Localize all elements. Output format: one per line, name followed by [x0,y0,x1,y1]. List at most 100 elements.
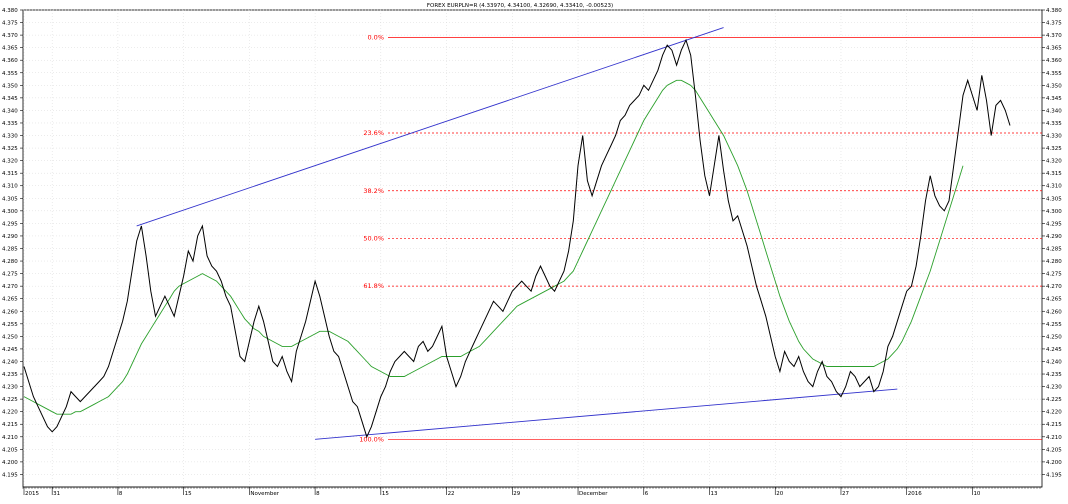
y-tick-label-right-10: 4.245 [1046,347,1062,353]
y-tick-label-right-29: 4.340 [1046,108,1062,114]
y-tick-label-right-16: 4.275 [1046,272,1062,278]
x-tick-label-6: 15 [382,491,389,497]
y-tick-label-right-4: 4.215 [1046,422,1062,428]
y-tick-label-left-21: 4.300 [2,209,18,215]
y-tick-label-right-27: 4.330 [1046,134,1062,140]
y-tick-label-right-12: 4.255 [1046,322,1062,328]
x-tick-label-4: November [250,491,279,497]
y-tick-label-right-20: 4.295 [1046,221,1062,227]
y-tick-label-right-14: 4.265 [1046,297,1062,303]
x-tick-label-11: 13 [711,491,718,497]
y-tick-label-left-4: 4.215 [2,422,18,428]
y-tick-label-left-14: 4.265 [2,297,18,303]
y-tick-label-left-26: 4.325 [2,146,18,152]
y-tick-label-left-1: 4.200 [2,460,18,466]
y-tick-label-left-27: 4.330 [2,134,18,140]
x-tick-label-10: 6 [645,491,649,497]
x-tick-label-0: 2015 [25,491,39,497]
x-axis: 2015 31 8 15 November 8 15 22 29 December 6 13 20 27 2… [22,486,1042,497]
trend-line-1 [315,388,898,440]
y-tick-label-right-36: 4.375 [1046,21,1062,27]
fib-label-4: 61.8% [363,282,384,290]
y-axis-left: 4.195 4.200 4.205 4.210 4.215 4.220 4.225 4.230… [2,8,23,478]
y-tick-label-right-22: 4.305 [1046,196,1062,202]
y-tick-label-left-32: 4.355 [2,71,18,77]
y-tick-label-right-34: 4.365 [1046,46,1062,52]
y-tick-label-right-31: 4.350 [1046,83,1062,89]
x-tick-label-14: 2016 [908,491,922,497]
y-tick-label-right-35: 4.370 [1046,33,1062,39]
fib-label-2: 38.2% [363,187,384,195]
y-tick-label-left-20: 4.295 [2,221,18,227]
x-tick-label-7: 22 [448,491,455,497]
y-tick-label-left-34: 4.365 [2,46,18,52]
y-tick-label-left-30: 4.345 [2,96,18,102]
y-tick-label-left-35: 4.370 [2,33,18,39]
x-tick-label-8: 29 [513,491,520,497]
y-tick-label-right-5: 4.220 [1046,410,1062,416]
y-tick-label-left-10: 4.245 [2,347,18,353]
y-tick-label-left-5: 4.220 [2,410,18,416]
y-tick-label-left-33: 4.360 [2,58,18,64]
y-tick-label-right-24: 4.315 [1046,171,1062,177]
y-tick-label-right-37: 4.380 [1046,8,1062,14]
trend-lines [136,27,898,440]
y-tick-label-left-8: 4.235 [2,372,18,378]
chart-title: FOREX EURPLN=R (4.33970, 4.34100, 4.3269… [427,3,613,9]
y-tick-label-left-12: 4.255 [2,322,18,328]
x-tick-label-3: 15 [185,491,192,497]
y-tick-label-right-9: 4.240 [1046,359,1062,365]
y-tick-label-right-6: 4.225 [1046,397,1062,403]
y-tick-label-left-37: 4.380 [2,8,18,14]
y-tick-label-right-19: 4.290 [1046,234,1062,240]
series-lines [23,38,1011,439]
y-tick-label-left-23: 4.310 [2,184,18,190]
y-tick-label-right-3: 4.210 [1046,435,1062,441]
y-tick-label-right-18: 4.285 [1046,247,1062,253]
y-axis-right: 4.195 4.200 4.205 4.210 4.215 4.220 4.225 4.230… [1042,8,1062,478]
y-tick-label-right-2: 4.205 [1046,447,1062,453]
y-tick-label-left-17: 4.280 [2,259,18,265]
y-tick-label-left-13: 4.260 [2,309,18,315]
y-tick-label-right-7: 4.230 [1046,385,1062,391]
y-tick-label-right-0: 4.195 [1046,472,1062,478]
fib-label-5: 100.0% [359,435,384,443]
y-tick-label-right-33: 4.360 [1046,58,1062,64]
y-tick-label-left-31: 4.350 [2,83,18,89]
price-line [23,38,1011,439]
y-tick-label-right-8: 4.235 [1046,372,1062,378]
y-tick-label-left-9: 4.240 [2,359,18,365]
y-tick-label-left-28: 4.335 [2,121,18,127]
y-tick-label-left-6: 4.225 [2,397,18,403]
plot-frame [22,9,1043,488]
fib-label-3: 50.0% [363,234,384,242]
y-tick-label-left-3: 4.210 [2,435,18,441]
y-tick-label-left-36: 4.375 [2,21,18,27]
y-tick-label-left-15: 4.270 [2,284,18,290]
fib-label-0: 0.0% [367,34,384,42]
y-tick-label-left-19: 4.290 [2,234,18,240]
fib-label-1: 23.6% [363,129,384,137]
x-tick-label-15: 10 [973,491,980,497]
y-tick-label-left-25: 4.320 [2,159,18,165]
x-tick-label-13: 27 [842,491,849,497]
x-tick-label-2: 8 [119,491,123,497]
y-tick-label-right-15: 4.270 [1046,284,1062,290]
y-tick-label-right-17: 4.280 [1046,259,1062,265]
y-tick-label-left-2: 4.205 [2,447,18,453]
y-tick-label-left-18: 4.285 [2,247,18,253]
y-tick-label-right-11: 4.250 [1046,334,1062,340]
y-tick-label-right-13: 4.260 [1046,309,1062,315]
y-tick-label-right-28: 4.335 [1046,121,1062,127]
y-tick-label-left-29: 4.340 [2,108,18,114]
y-tick-label-left-22: 4.305 [2,196,18,202]
x-tick-label-12: 20 [776,491,783,497]
x-tick-label-1: 31 [53,491,60,497]
y-tick-label-left-7: 4.230 [2,385,18,391]
y-tick-label-right-23: 4.310 [1046,184,1062,190]
y-tick-label-right-26: 4.325 [1046,146,1062,152]
fibonacci-retracement: 0.0% 23.6% 38.2% 50.0% 61.8% 100.0% [359,34,1042,443]
trend-line-0 [136,27,724,227]
y-tick-label-left-24: 4.315 [2,171,18,177]
